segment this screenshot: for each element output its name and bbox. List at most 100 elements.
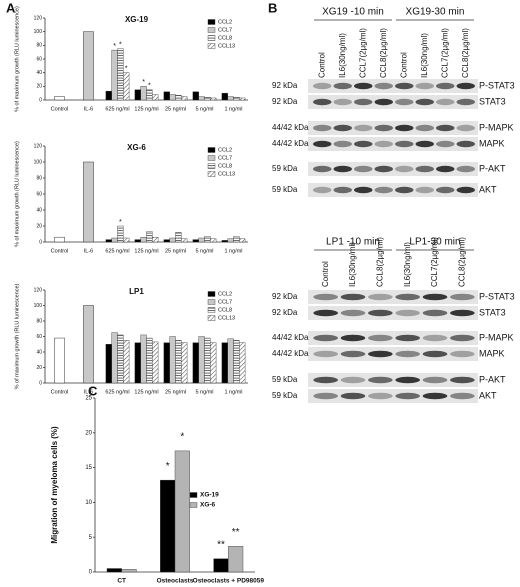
bar	[146, 89, 153, 101]
x-tick-label: Control	[51, 106, 69, 112]
bar	[134, 89, 141, 101]
bar	[83, 31, 94, 101]
bar	[123, 340, 130, 384]
y-tick-label: 20	[36, 84, 42, 90]
protein-label: AKT	[479, 390, 497, 400]
y-tick-label: 80	[36, 318, 42, 324]
bar	[175, 95, 182, 101]
blot-band	[340, 392, 366, 400]
bar	[221, 342, 228, 384]
blot-strip	[308, 389, 478, 403]
legend-swatch	[207, 307, 216, 313]
bar	[181, 342, 188, 384]
legend-swatch	[207, 27, 216, 33]
legend-swatch	[207, 171, 216, 177]
bar	[227, 338, 234, 384]
legend-swatch	[207, 299, 216, 305]
protein-label: STAT3	[479, 96, 506, 106]
blot-band	[313, 376, 338, 384]
legend-swatch	[189, 502, 198, 508]
blot-strip	[308, 95, 478, 109]
bar	[123, 237, 130, 243]
x-tick-label: Osteoclasts	[157, 578, 194, 585]
bar	[204, 97, 211, 101]
legend-label: CCL2	[218, 291, 232, 297]
x-tick-label: 25 ng/ml	[165, 389, 186, 395]
legend-label: CCL13	[218, 315, 235, 321]
blot-band	[456, 140, 475, 148]
x-tick-label: 625 ng/ml	[105, 389, 129, 395]
bar	[140, 334, 147, 384]
blot-header: XG19-30 min	[406, 7, 465, 18]
legend-label: CCL2	[218, 19, 232, 25]
blot-band	[313, 124, 332, 132]
protein-label: P-STAT3	[479, 80, 515, 90]
bar	[105, 90, 112, 101]
blot-band	[395, 376, 420, 384]
lane-label: Control	[321, 261, 330, 287]
significance-mark: *	[180, 432, 184, 443]
bar	[152, 94, 159, 101]
bar	[198, 336, 205, 384]
protein-label: P-MAPK	[479, 122, 514, 132]
bar	[83, 305, 94, 384]
blot-band	[333, 124, 352, 132]
x-tick-label: 25 ng/ml	[165, 106, 186, 112]
significance-mark: *	[142, 79, 145, 86]
bar	[239, 97, 246, 101]
blot-strip	[308, 306, 478, 320]
molecular-weight: 59 kDa	[272, 185, 298, 194]
bar	[233, 97, 240, 101]
blot-band	[450, 392, 475, 400]
blot-band	[456, 98, 475, 106]
blot-band	[354, 165, 373, 173]
x-tick-label: 625 ng/ml	[105, 106, 129, 112]
bar	[228, 546, 244, 573]
lane-label: CCL7(2µg/ml)	[358, 28, 367, 78]
blot-strip	[308, 79, 478, 93]
blot-header: LP1-30 min	[409, 237, 460, 248]
y-tick-label: 40	[36, 207, 42, 213]
lane-label: CCL8(2µg/ml)	[379, 28, 388, 78]
bar	[105, 239, 112, 243]
bar	[175, 232, 182, 243]
blot-band	[422, 309, 448, 317]
y-tick-label: 0	[89, 570, 93, 576]
blot-band	[313, 350, 338, 358]
blot-strip	[308, 347, 478, 361]
legend-swatch	[189, 492, 198, 498]
blot-band	[368, 350, 393, 358]
molecular-weight: 92 kDa	[272, 292, 298, 301]
y-tick-label: 60	[36, 334, 42, 340]
chart-title: XG-6	[127, 143, 146, 152]
blot-band	[422, 392, 448, 400]
blot-band	[313, 293, 338, 301]
blot-header: XG19 -10 min	[322, 7, 384, 18]
y-tick-label: 40	[36, 349, 42, 355]
x-tick-label: 1 ng/ml	[224, 106, 242, 112]
y-tick-label: 100	[34, 29, 43, 35]
bar	[163, 91, 170, 101]
bar	[152, 236, 159, 243]
blot-band	[354, 98, 373, 106]
x-tick-label: 5 ng/ml	[195, 389, 213, 395]
blot-strip	[308, 162, 478, 176]
x-tick-label: 1 ng/ml	[224, 389, 242, 395]
protein-label: MAPK	[479, 348, 505, 358]
blot-band	[436, 186, 455, 194]
chart-title: XG-19	[125, 15, 149, 24]
blot-strip	[308, 121, 478, 135]
bar	[175, 340, 182, 384]
blot-band	[395, 124, 414, 132]
blot-band	[450, 350, 475, 358]
legend-label: CCL8	[218, 35, 232, 41]
bar	[192, 239, 199, 243]
bar	[204, 337, 211, 384]
legend-swatch	[207, 315, 216, 321]
bar	[123, 72, 130, 101]
blot-band	[368, 309, 393, 317]
blot-band	[374, 98, 393, 106]
blot-band	[450, 376, 475, 384]
molecular-weight: 59 kDa	[272, 375, 298, 384]
bar	[233, 340, 240, 384]
